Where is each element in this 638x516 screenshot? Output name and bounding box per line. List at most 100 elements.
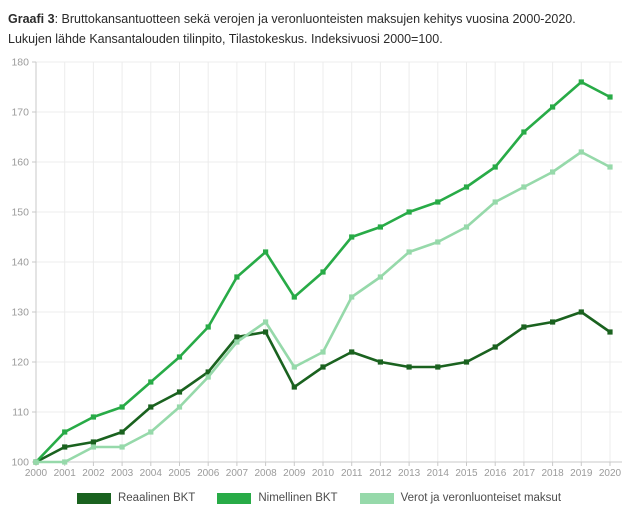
data-point: [492, 199, 498, 205]
x-tick-label: 2015: [455, 468, 478, 479]
data-point: [176, 404, 183, 410]
y-tick-label: 110: [12, 407, 29, 419]
x-tick-label: 2013: [398, 468, 421, 479]
data-point: [521, 129, 527, 135]
data-point: [550, 104, 556, 110]
data-point: [320, 364, 326, 370]
data-point: [62, 444, 68, 450]
data-point: [62, 459, 68, 465]
data-point: [607, 164, 613, 170]
x-tick-label: 2000: [25, 468, 48, 479]
data-point: [148, 429, 154, 435]
data-point: [234, 274, 240, 280]
chart-title: Graafi 3: Bruttokansantuotteen sekä vero…: [0, 0, 638, 51]
legend-label: Verot ja veronluonteiset maksut: [400, 492, 562, 504]
data-point: [263, 319, 269, 325]
data-point: [33, 459, 39, 465]
data-point: [377, 224, 383, 230]
data-point: [607, 94, 613, 100]
data-point: [176, 354, 183, 360]
data-point: [406, 209, 412, 215]
data-point: [492, 344, 498, 350]
legend-swatch-nimellinen-bkt: [217, 492, 252, 504]
data-point: [349, 294, 355, 300]
x-tick-label: 2006: [197, 468, 220, 479]
data-point: [349, 349, 355, 355]
chart-title-text: : Bruttokansantuotteen sekä verojen ja v…: [54, 12, 576, 26]
data-point: [148, 379, 154, 385]
line-chart: 100 110 120 130 140 150 160 170 180 2000 2001 2002 2…: [11, 57, 622, 480]
data-point: [62, 429, 68, 435]
data-point: [90, 444, 96, 450]
legend-swatch-reaalinen-bkt: [76, 492, 111, 504]
x-tick-label: 2019: [570, 468, 593, 479]
legend-item-verot: Verot ja veronluonteiset maksut: [359, 492, 562, 504]
legend-label: Nimellinen BKT: [258, 492, 338, 504]
data-point: [148, 404, 154, 410]
data-point: [291, 294, 297, 300]
legend-item-nimellinen-bkt: Nimellinen BKT: [217, 492, 338, 504]
data-point: [377, 274, 383, 280]
data-point: [463, 224, 470, 230]
legend-label: Reaalinen BKT: [117, 492, 196, 504]
data-point: [521, 324, 527, 330]
x-tick-label: 2018: [541, 468, 564, 479]
data-point: [176, 389, 183, 395]
data-point: [263, 329, 269, 335]
data-point: [406, 364, 412, 370]
x-tick-label: 2012: [369, 468, 392, 479]
axes: [32, 61, 622, 466]
data-point: [578, 79, 584, 85]
chart-legend: Reaalinen BKT Nimellinen BKT Verot ja ve…: [0, 492, 638, 504]
data-point: [550, 169, 556, 175]
data-point: [550, 319, 556, 325]
y-tick-label: 150: [11, 207, 29, 219]
data-point: [263, 249, 269, 255]
y-tick-label: 130: [11, 307, 29, 319]
chart-area: 100 110 120 130 140 150 160 170 180 2000 2001 2002 2…: [0, 51, 638, 486]
x-tick-label: 2001: [54, 468, 77, 479]
data-point: [205, 324, 211, 330]
data-point: [119, 404, 125, 410]
data-point: [406, 249, 412, 255]
data-point: [234, 339, 240, 345]
data-point: [119, 444, 125, 450]
x-tick-label: 2017: [513, 468, 536, 479]
legend-swatch-verot: [359, 492, 394, 504]
data-point: [119, 429, 125, 435]
data-point: [521, 184, 527, 190]
x-tick-label: 2011: [341, 468, 363, 479]
legend-item-reaalinen-bkt: Reaalinen BKT: [76, 492, 196, 504]
data-point: [435, 199, 441, 205]
data-point: [320, 349, 326, 355]
data-point: [291, 384, 297, 390]
series-0: [33, 309, 613, 465]
data-point: [435, 239, 441, 245]
gridlines: [35, 61, 622, 462]
axis-labels: 100 110 120 130 140 150 160 170 180 2000 2001 2002 2…: [11, 57, 621, 480]
x-tick-label: 2008: [254, 468, 277, 479]
y-tick-label: 120: [11, 357, 29, 369]
data-point: [90, 439, 96, 445]
y-tick-label: 160: [11, 157, 29, 169]
data-point: [578, 149, 584, 155]
data-point: [377, 359, 383, 365]
y-tick-label: 140: [11, 257, 29, 269]
x-tick-label: 2014: [427, 468, 450, 479]
x-tick-label: 2004: [140, 468, 163, 479]
x-tick-label: 2003: [111, 468, 134, 479]
data-point: [205, 374, 211, 380]
chart-title-prefix: Graafi 3: [8, 12, 55, 26]
data-point: [90, 414, 96, 420]
y-tick-label: 180: [11, 57, 29, 69]
x-tick-label: 2005: [168, 468, 191, 479]
y-tick-label: 100: [11, 457, 29, 469]
series-2: [33, 149, 613, 465]
x-tick-label: 2002: [82, 468, 105, 479]
chart-subtitle: Lukujen lähde Kansantalouden tilinpito, …: [8, 32, 443, 46]
data-point: [492, 164, 498, 170]
data-point: [291, 364, 297, 370]
data-point: [320, 269, 326, 275]
data-point: [463, 184, 470, 190]
